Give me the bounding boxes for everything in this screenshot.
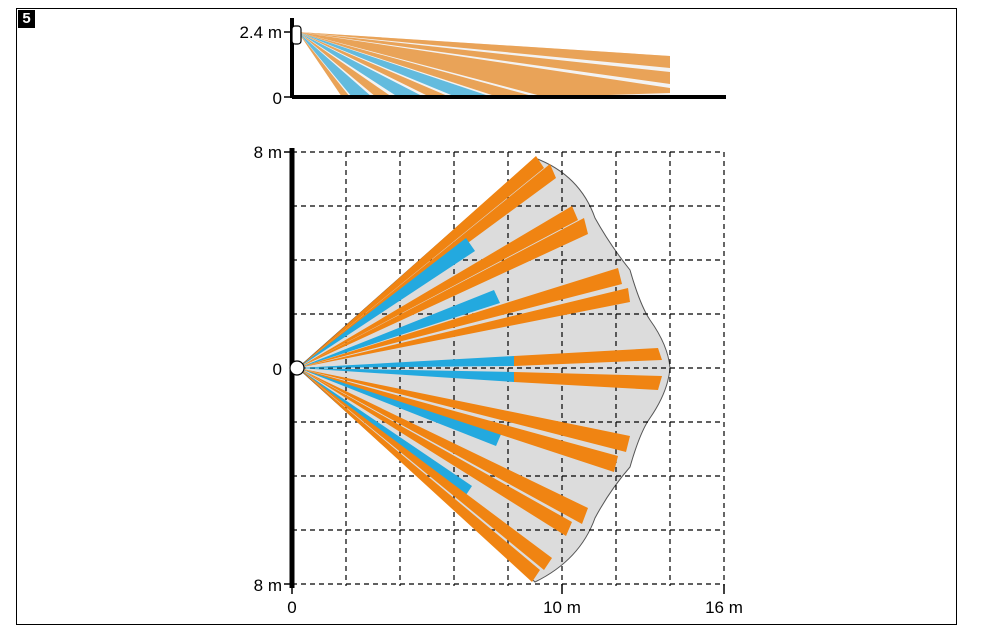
- zone-beam: [298, 368, 618, 472]
- height-label: 2.4 m: [239, 23, 282, 42]
- zone-beam: [298, 356, 514, 368]
- zone-beam: [298, 290, 500, 368]
- side-beam: [298, 32, 492, 97]
- zone-beam: [298, 368, 572, 536]
- zone-beam: [298, 164, 556, 368]
- zone-beam: [298, 156, 544, 368]
- side-coverage: [298, 32, 670, 97]
- zone-beam: [298, 368, 502, 446]
- zone-beam: [298, 268, 622, 368]
- side-beam: [298, 32, 392, 97]
- side-beam: [298, 32, 350, 97]
- top-y-label: 8 m: [254, 143, 282, 162]
- figure-number-badge: 5: [18, 10, 35, 28]
- side-beam: [298, 32, 372, 97]
- side-beam: [298, 32, 450, 97]
- zone-beam: [298, 288, 630, 368]
- top-view: 8 m 0 8 m 0 10 m 16 m: [254, 143, 743, 617]
- side-beam: [298, 32, 670, 68]
- x-label-10m: 10 m: [543, 598, 581, 617]
- x-label-16m: 16 m: [705, 598, 743, 617]
- zone-beam: [298, 368, 540, 582]
- side-beam: [298, 32, 670, 97]
- zone-beam: [298, 368, 588, 524]
- zone-beam: [298, 368, 630, 452]
- floor-label: 0: [273, 89, 282, 108]
- bottom-y-label: 8 m: [254, 576, 282, 595]
- figure-frame: [16, 8, 957, 625]
- zone-beam: [298, 368, 552, 570]
- side-beam: [298, 32, 536, 97]
- detector-icon: [289, 360, 305, 376]
- side-beam: [298, 32, 424, 97]
- zone-beam: [298, 238, 475, 368]
- zone-beam: [298, 206, 578, 368]
- beams: [298, 156, 662, 582]
- zone-beam: [514, 372, 662, 390]
- center-y-label: 0: [273, 360, 282, 379]
- side-beam: [298, 32, 670, 84]
- zone-beam: [298, 368, 514, 382]
- zone-beam: [514, 348, 662, 366]
- detector-icon: [291, 25, 302, 45]
- zone-beam: [298, 368, 472, 498]
- side-view: 2.4 m 0: [239, 18, 726, 108]
- x-label-0: 0: [287, 598, 296, 617]
- zone-beam: [298, 218, 588, 368]
